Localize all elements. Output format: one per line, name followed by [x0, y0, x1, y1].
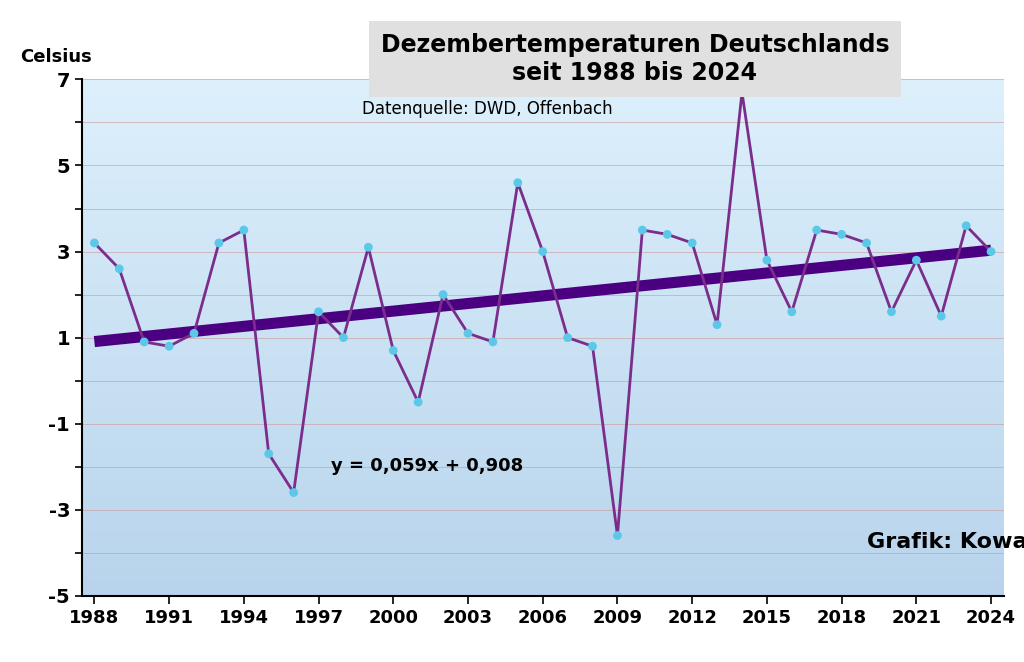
Point	[286, 487, 302, 498]
Point	[385, 346, 401, 356]
Point	[858, 238, 874, 248]
Text: y = 0,059x + 0,908: y = 0,059x + 0,908	[331, 457, 523, 475]
Point	[958, 220, 975, 231]
Point	[634, 224, 650, 235]
Point	[335, 332, 351, 343]
Point	[684, 238, 700, 248]
Point	[484, 336, 501, 347]
Point	[983, 246, 999, 257]
Text: Celsius: Celsius	[20, 48, 92, 66]
Point	[783, 307, 800, 317]
Point	[236, 224, 252, 235]
Point	[559, 332, 575, 343]
Point	[709, 319, 725, 330]
Point	[535, 246, 551, 257]
Point	[884, 307, 900, 317]
Point	[136, 336, 153, 347]
Point	[260, 449, 276, 459]
Point	[310, 307, 327, 317]
Point	[659, 229, 676, 240]
Point	[734, 87, 751, 97]
Point	[908, 255, 925, 265]
Point	[410, 397, 426, 407]
Point	[933, 310, 949, 321]
Point	[510, 177, 526, 188]
Text: Grafik: Kowatsch: Grafik: Kowatsch	[866, 532, 1024, 553]
Point	[211, 238, 227, 248]
Point	[111, 263, 127, 274]
Point	[834, 229, 850, 240]
Point	[360, 242, 377, 252]
Text: Dezembertemperaturen Deutschlands
seit 1988 bis 2024: Dezembertemperaturen Deutschlands seit 1…	[381, 33, 889, 85]
Point	[609, 530, 626, 541]
Point	[585, 341, 601, 352]
Point	[759, 255, 775, 265]
Point	[86, 238, 102, 248]
Text: Datenquelle: DWD, Offenbach: Datenquelle: DWD, Offenbach	[362, 100, 612, 118]
Point	[185, 328, 202, 338]
Point	[161, 341, 177, 352]
Point	[809, 224, 825, 235]
Point	[460, 328, 476, 338]
Point	[435, 289, 452, 300]
